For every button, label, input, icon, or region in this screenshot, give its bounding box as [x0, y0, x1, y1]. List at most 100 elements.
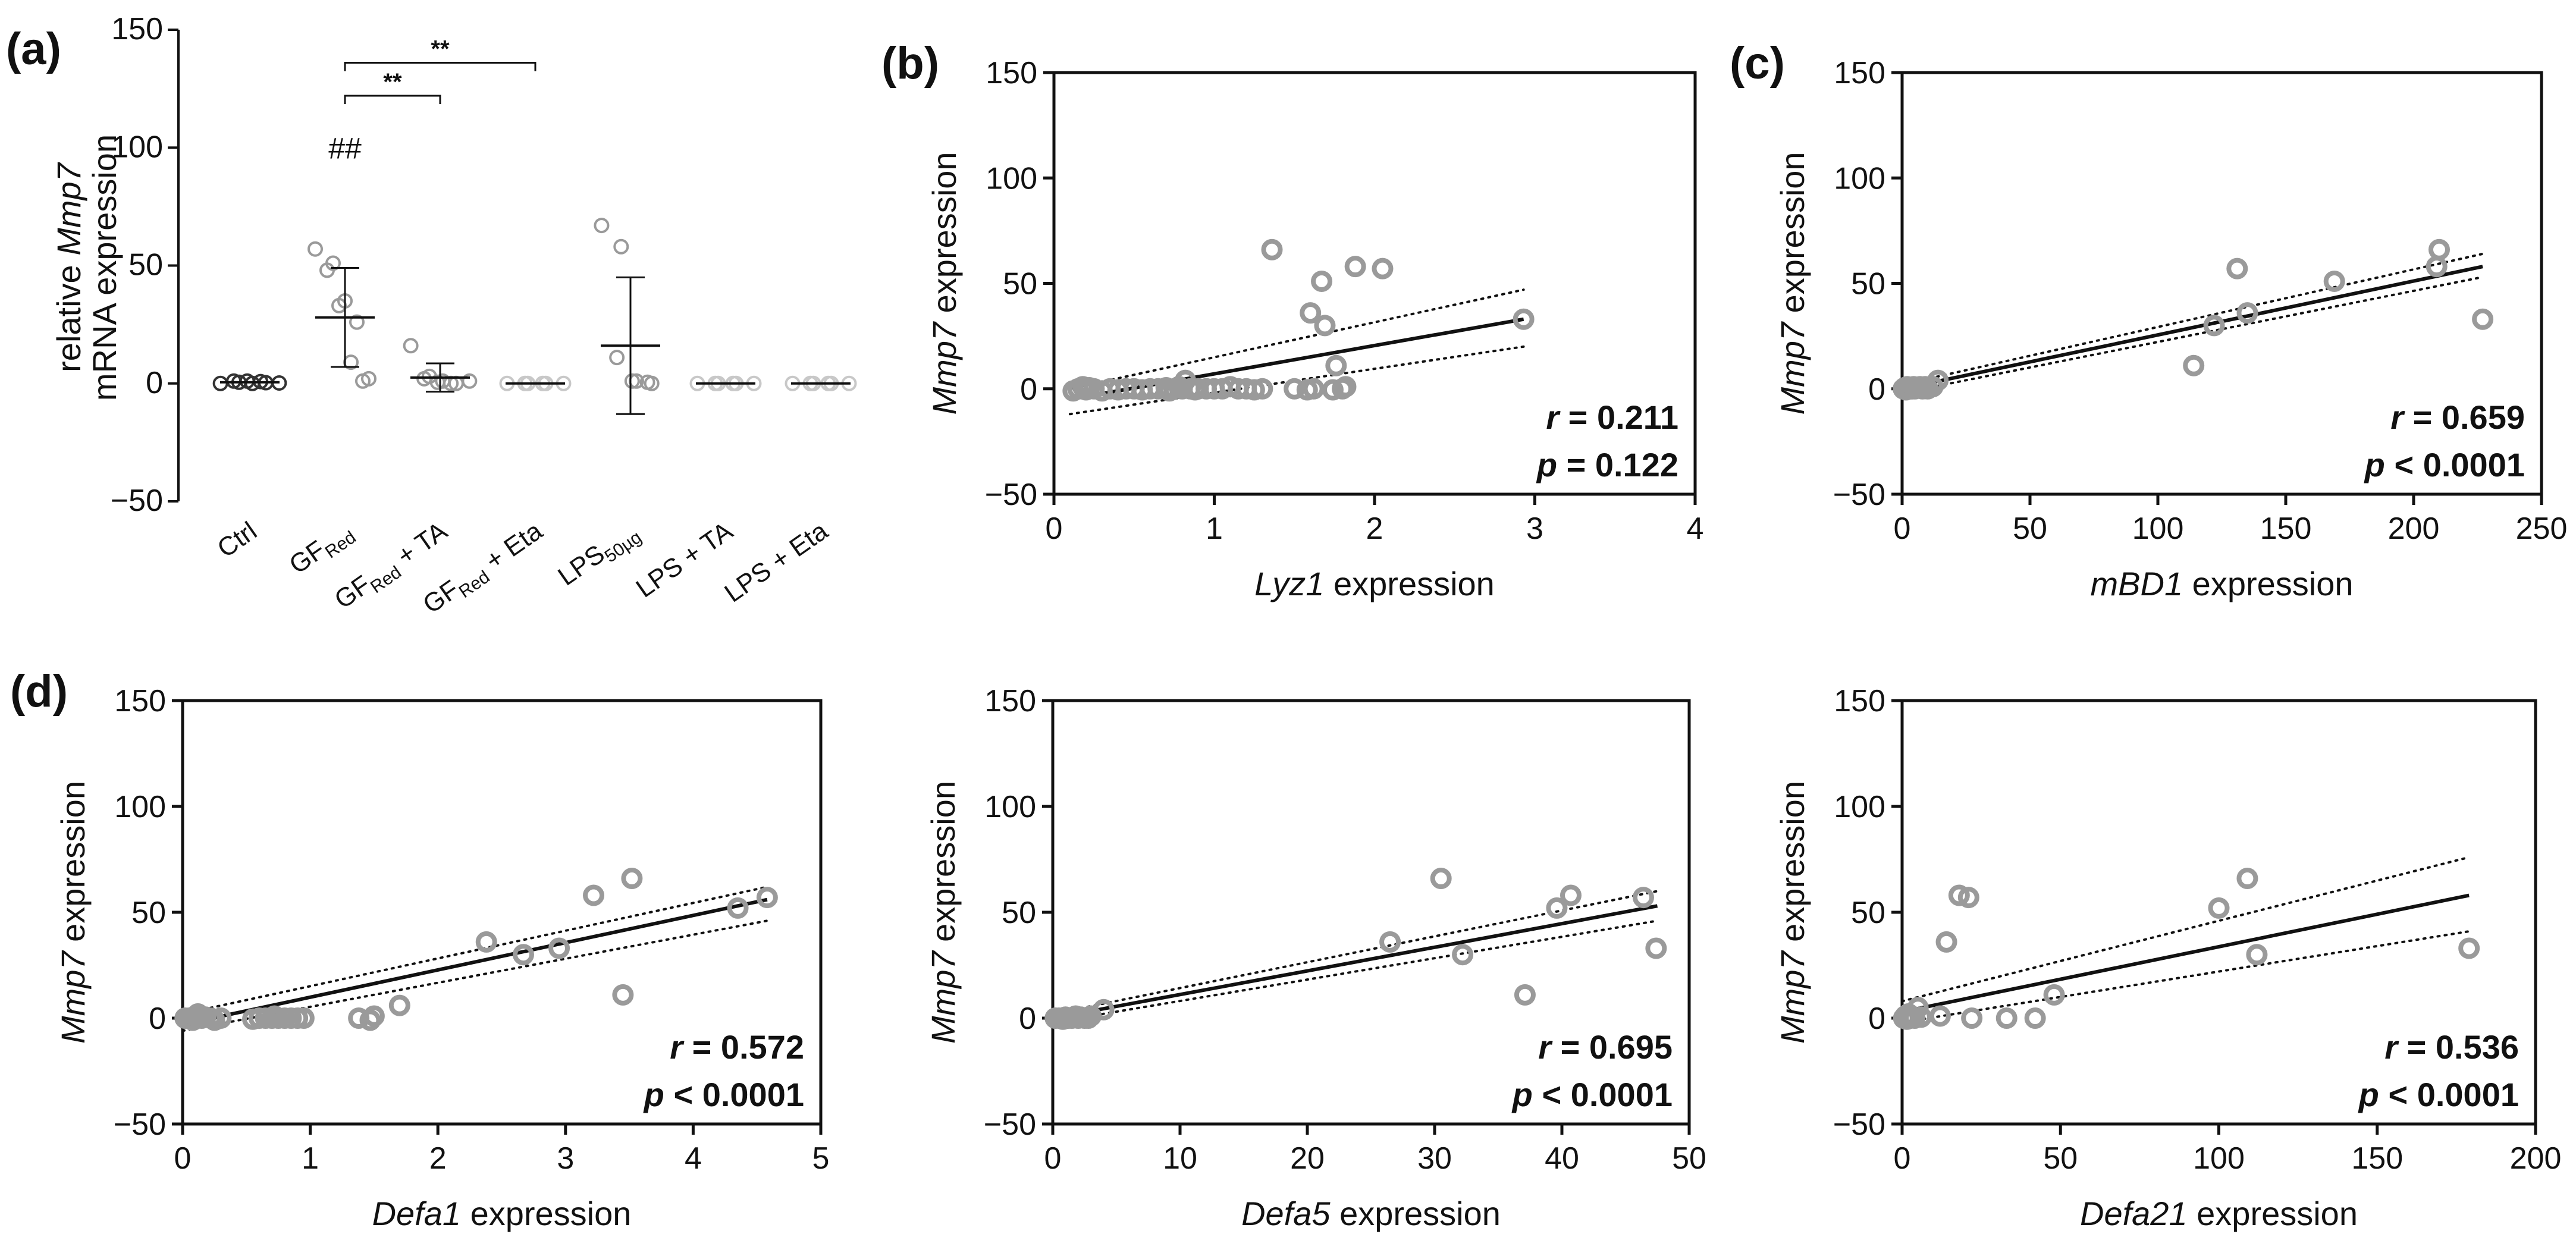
y-tick-label: 0: [1868, 372, 1885, 407]
x-axis-label: Defa21 expression: [2080, 1195, 2358, 1232]
data-point: [1632, 887, 1654, 909]
correlation-r-value: = 0.695: [1551, 1028, 1673, 1066]
data-point: [1344, 256, 1366, 278]
x-tick-label: 50: [2013, 511, 2047, 546]
y-axis-label-suffix: expression: [54, 781, 92, 951]
y-tick-label: 50: [1003, 267, 1037, 302]
data-point: [1910, 1006, 1932, 1028]
correlation-r: r = 0.695: [1538, 1028, 1673, 1066]
data-point: [548, 937, 570, 959]
x-axis-label-gene: Defa5: [1241, 1195, 1331, 1232]
y-tick-label: 100: [986, 161, 1037, 196]
p-value: p < 0.0001: [2364, 446, 2525, 483]
y-axis-label-prefix: relative: [50, 256, 87, 372]
x-tick-label: 50: [1672, 1141, 1706, 1176]
correlation-r: r = 0.659: [2390, 398, 2525, 436]
x-tick-label: 2: [429, 1141, 447, 1176]
y-axis-label-gene: Mmp7: [50, 162, 87, 255]
x-tick-label: 5: [812, 1141, 830, 1176]
regression-line: [182, 897, 768, 1026]
x-axis-label: mBD1 expression: [2091, 565, 2354, 602]
data-point: [1961, 1007, 1983, 1029]
data-point: [2203, 315, 2225, 337]
y-axis-label-suffix: expression: [924, 781, 962, 951]
y-tick-label: 100: [984, 790, 1036, 824]
x-tick-label: 50: [2043, 1141, 2078, 1176]
panel-label: (d): [10, 666, 68, 717]
data-point: [2183, 354, 2205, 376]
p-value: p = 0.122: [1536, 446, 1678, 483]
p-value-text: < 0.0001: [2379, 1076, 2519, 1113]
p-value-symbol: p: [2358, 1076, 2379, 1113]
y-tick-label: −50: [111, 483, 163, 518]
correlation-r-value: = 0.572: [683, 1028, 804, 1066]
y-tick-label: 0: [1868, 1001, 1885, 1036]
p-value-symbol: p: [1536, 446, 1557, 483]
data-point: [756, 887, 778, 909]
correlation-r: r = 0.211: [1546, 398, 1678, 436]
x-tick-label: 200: [2510, 1141, 2562, 1176]
significance-bracket: [344, 95, 441, 105]
x-axis-label-suffix: expression: [2188, 1195, 2358, 1232]
category-label: LPS + Eta: [719, 516, 833, 608]
correlation-r: r = 0.536: [2384, 1028, 2519, 1066]
x-tick-label: 150: [2351, 1141, 2403, 1176]
p-value-text: < 0.0001: [2385, 446, 2525, 483]
data-point: [583, 884, 605, 906]
regression-line: [1069, 317, 1524, 401]
data-point: [1261, 238, 1283, 260]
data-point: [2458, 937, 2480, 959]
category-label: GFRed: [284, 516, 359, 583]
data-point: [2024, 1007, 2046, 1029]
x-tick-label: 1: [1206, 511, 1223, 546]
data-point: [1314, 315, 1336, 337]
category-label: Ctrl: [212, 516, 262, 563]
y-axis-label: Mmp7 expression: [1774, 781, 1811, 1044]
x-tick-label: 4: [685, 1141, 702, 1176]
y-tick-label: 100: [1834, 161, 1885, 196]
x-axis-label-suffix: expression: [461, 1195, 631, 1232]
x-tick-label: 1: [302, 1141, 319, 1176]
data-point: [1907, 997, 1929, 1019]
data-point: [624, 373, 640, 389]
correlation-r-value: = 0.211: [1559, 398, 1678, 436]
category-label-main: LPS + Eta: [719, 516, 833, 608]
y-tick-label: 50: [128, 248, 163, 282]
panel-label: (b): [881, 38, 939, 89]
y-tick-label: 150: [1834, 56, 1885, 90]
data-point: [613, 238, 629, 255]
data-point: [1995, 1007, 2017, 1029]
category-label-main: GF: [418, 574, 464, 619]
panel-d-defa21-scatter-plot: 150 100 50 0 −50 0 50 100 150 200 Defa21 expressio…: [1774, 684, 2561, 1232]
correlation-r-symbol: r: [1546, 398, 1561, 436]
y-axis-label-line1: relative Mmp7: [50, 162, 87, 372]
data-point: [1335, 376, 1357, 398]
y-axis-label-suffix: expression: [925, 152, 963, 322]
data-point: [1929, 1005, 1951, 1027]
y-tick-label: 100: [114, 790, 166, 824]
correlation-r-symbol: r: [1538, 1028, 1553, 1066]
data-point: [363, 1005, 385, 1027]
y-axis-label-gene: Mmp7: [54, 950, 92, 1044]
regression-line: [1902, 265, 2483, 391]
data-point: [2236, 868, 2258, 890]
x-axis-label-gene: Lyz1: [1254, 565, 1324, 602]
correlation-r: r = 0.572: [670, 1028, 804, 1066]
data-point: [2236, 302, 2258, 324]
y-tick-label: −50: [1833, 478, 1885, 512]
y-tick-label: −50: [985, 478, 1037, 512]
data-point: [609, 350, 625, 366]
x-axis-label-gene: Defa21: [2080, 1195, 2188, 1232]
p-value: p < 0.0001: [1511, 1076, 1673, 1113]
data-point: [210, 1007, 232, 1029]
panel-label: (a): [6, 24, 61, 74]
x-tick-label: 20: [1290, 1141, 1325, 1176]
p-value-symbol: p: [2364, 446, 2385, 483]
data-point: [349, 314, 365, 330]
significance-label: **: [383, 69, 402, 95]
x-axis-label: Defa1 expression: [372, 1195, 632, 1232]
y-axis-label-suffix: expression: [1774, 152, 1811, 322]
correlation-r-symbol: r: [2390, 398, 2405, 436]
x-axis-label-suffix: expression: [2183, 565, 2353, 602]
y-tick-label: 100: [1834, 790, 1885, 824]
